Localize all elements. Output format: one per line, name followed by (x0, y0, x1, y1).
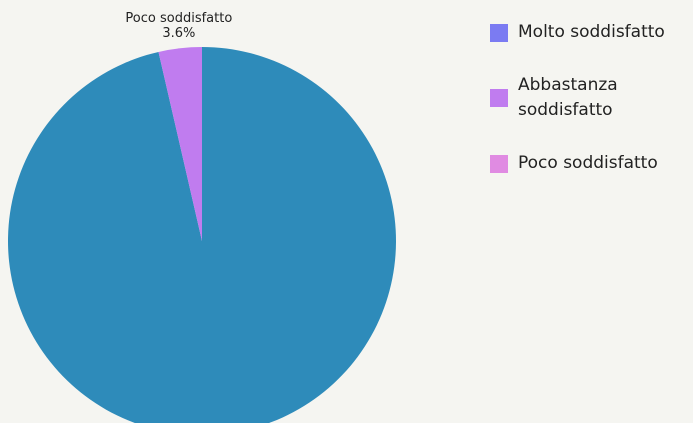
pie-slice (158, 47, 202, 241)
slice-label: Poco soddisfatto (125, 11, 232, 26)
legend-swatch (490, 89, 508, 107)
legend-item: Molto soddisfatto (490, 20, 693, 45)
legend-swatch (490, 154, 508, 173)
legend-label: Molto soddisfatto (518, 22, 665, 42)
legend-label: Poco soddisfatto (518, 153, 658, 173)
pie-slice (8, 47, 396, 423)
legend-item: Abbastanza soddisfatto (490, 73, 693, 123)
legend-swatch (490, 23, 508, 42)
slice-value-label: 3.6% (162, 26, 195, 41)
legend-item: Poco soddisfatto (490, 151, 693, 176)
legend: Molto soddisfatto Abbastanza soddisfatto P… (490, 20, 693, 204)
legend-label: Abbastanza soddisfatto (518, 75, 618, 120)
